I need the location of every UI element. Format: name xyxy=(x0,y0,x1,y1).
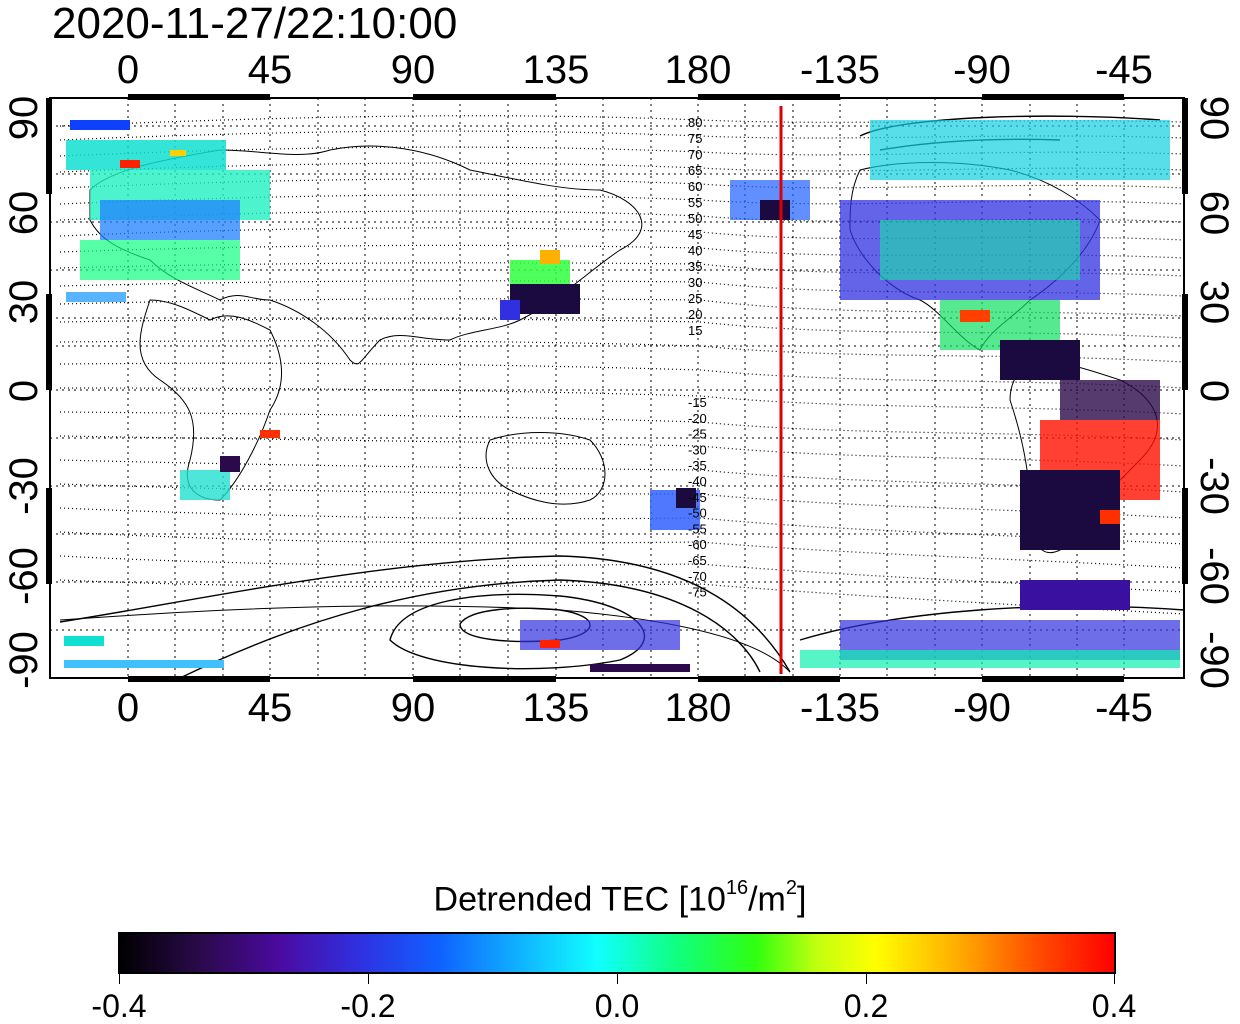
lon-tick-bottom: 180 xyxy=(664,686,732,730)
timestamp-title: 2020-11-27/22:10:00 xyxy=(52,0,458,48)
tec-data-patches xyxy=(64,120,1180,672)
contour-label: -35 xyxy=(688,458,707,473)
lon-tick-top: -90 xyxy=(953,48,1011,92)
contour-label: 75 xyxy=(688,131,702,146)
contour-label: -50 xyxy=(688,506,707,521)
lon-tick-bottom: -45 xyxy=(1095,686,1153,730)
contour-label: 80 xyxy=(688,115,702,130)
colorbar-tick xyxy=(1114,974,1115,984)
contour-label: -30 xyxy=(688,442,707,457)
contour-label: -25 xyxy=(688,427,707,442)
lon-tick-bottom: 90 xyxy=(390,686,436,730)
lon-tick-top: 135 xyxy=(522,48,590,92)
contour-label: 60 xyxy=(688,179,702,194)
contour-label: 15 xyxy=(688,323,702,338)
colorbar-label: -0.4 xyxy=(91,988,147,1024)
colorbar-title-text: Detrended TEC [10 xyxy=(433,880,726,919)
colorbar-tick xyxy=(368,974,369,984)
contour-label: 65 xyxy=(688,163,702,178)
contour-label: -75 xyxy=(688,585,707,600)
contour-labels-south: -15-20-25-30-35-40-45-50-55-60-65-70-75 xyxy=(688,395,707,600)
colorbar-label: -0.2 xyxy=(340,988,396,1024)
colorbar-title: Detrended TEC [1016/m2] xyxy=(0,872,1240,919)
lon-tick-bottom: -90 xyxy=(953,686,1011,730)
colorbar-label: 0.4 xyxy=(1091,988,1137,1024)
contour-label: -70 xyxy=(688,569,707,584)
lon-tick-top: 45 xyxy=(247,48,293,92)
contour-label: -45 xyxy=(688,490,707,505)
contour-label: 35 xyxy=(688,259,702,274)
contour-label: 50 xyxy=(688,211,702,226)
axis-tick-bars xyxy=(46,94,1188,682)
contour-label: 40 xyxy=(688,243,702,258)
lon-tick-top: 90 xyxy=(390,48,436,92)
contour-label: -60 xyxy=(688,537,707,552)
contour-label: 70 xyxy=(688,147,702,162)
colorbar-label: 0.2 xyxy=(843,988,889,1024)
lon-tick-bottom: 135 xyxy=(522,686,590,730)
colorbar xyxy=(118,932,1116,974)
colorbar-tick xyxy=(119,974,120,984)
contour-label: 25 xyxy=(688,291,702,306)
colorbar-title-sup2: 2 xyxy=(785,877,798,899)
colorbar-label: 0.0 xyxy=(594,988,640,1024)
lon-tick-top: -45 xyxy=(1095,48,1153,92)
contour-label: 20 xyxy=(688,307,702,322)
contour-label: -55 xyxy=(688,521,707,536)
colorbar-tick xyxy=(617,974,618,984)
contour-label: -15 xyxy=(688,395,707,410)
contour-label: 45 xyxy=(688,227,702,242)
colorbar-tick xyxy=(866,974,867,984)
lon-tick-top: 180 xyxy=(664,48,732,92)
contour-label: -40 xyxy=(688,474,707,489)
contour-label: 55 xyxy=(688,195,702,210)
colorbar-title-end: ] xyxy=(797,880,807,919)
magnetic-contours xyxy=(59,115,1185,615)
lon-tick-bottom: 0 xyxy=(116,686,140,730)
colorbar-title-mid: /m xyxy=(748,880,786,919)
lon-tick-bottom: -135 xyxy=(799,686,881,730)
lon-tick-top: 0 xyxy=(116,48,140,92)
lon-tick-bottom: 45 xyxy=(247,686,293,730)
contour-label: -65 xyxy=(688,553,707,568)
contour-label: 30 xyxy=(688,275,702,290)
contour-label: -20 xyxy=(688,411,707,426)
lon-tick-top: -135 xyxy=(799,48,881,92)
colorbar-title-sup1: 16 xyxy=(725,877,749,899)
